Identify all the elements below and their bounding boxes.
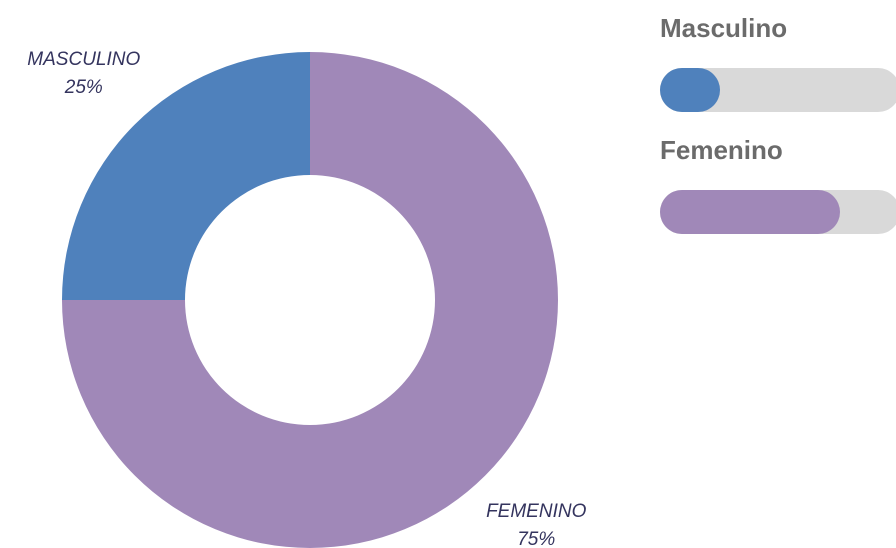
progress-fill [660,68,720,112]
slice-value-label: 75% [517,529,555,548]
legend-title: Femenino [660,135,783,165]
progress-fill [660,190,840,234]
slice-label: MASCULINO [27,49,140,70]
slice-label: FEMENINO [486,501,587,522]
donut-slice [62,52,310,300]
progress-track [660,68,896,112]
donut-slice [62,52,558,548]
legend-title: Masculino [660,13,787,43]
slice-value-label: 25% [64,77,103,98]
